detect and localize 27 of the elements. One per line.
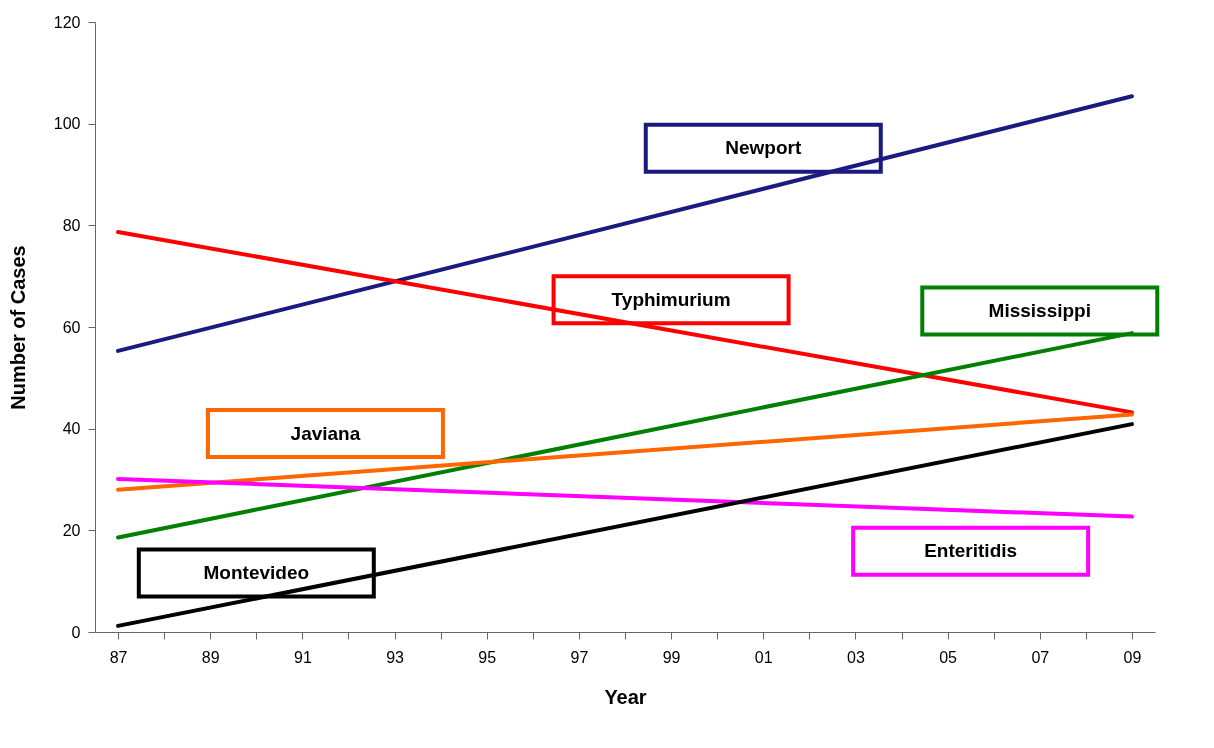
y-tick-label: 120: [53, 13, 81, 31]
x-tick-label: 05: [939, 648, 958, 666]
x-tick-label: 97: [570, 648, 589, 666]
series-label: Enteritidis: [924, 540, 1018, 562]
x-tick-label: 09: [1123, 648, 1142, 666]
x-tick-label: 03: [847, 648, 865, 666]
x-tick-label: 91: [293, 648, 312, 666]
series-label: Montevideo: [203, 561, 310, 583]
series-label: Typhimurium: [611, 288, 731, 310]
y-tick-label: 40: [62, 420, 81, 438]
y-tick-label: 60: [62, 318, 81, 336]
x-tick-label: 93: [386, 648, 405, 666]
x-tick-label: 01: [754, 648, 773, 666]
x-tick-label: 89: [201, 648, 220, 666]
x-tick-label: 95: [478, 648, 497, 666]
x-tick-label: 87: [109, 648, 128, 666]
y-tick-label: 80: [62, 216, 81, 234]
y-tick-label: 100: [53, 115, 81, 133]
x-tick-label: 07: [1031, 648, 1050, 666]
y-axis-title: Number of Cases: [6, 245, 29, 410]
y-tick-label: 0: [71, 623, 81, 641]
x-tick-label: 99: [662, 648, 681, 666]
series-label: Mississippi: [988, 300, 1091, 322]
y-tick-label: 20: [62, 521, 81, 539]
series-label: Newport: [725, 137, 802, 159]
x-axis-title: Year: [604, 685, 647, 708]
series-label: Javiana: [290, 422, 361, 444]
